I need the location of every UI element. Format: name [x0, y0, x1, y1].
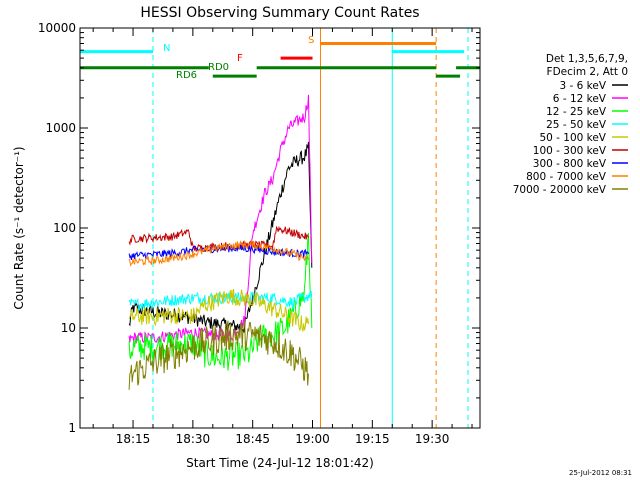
- state-label-rd6: RD6: [176, 70, 197, 81]
- x-tick-label: 18:45: [235, 432, 270, 446]
- series-line-7: [128, 240, 309, 267]
- legend-entry-8: 7000 - 20000 keV: [513, 184, 607, 196]
- state-label-night: N: [163, 43, 170, 54]
- chart-title: HESSI Observing Summary Count Rates: [140, 5, 419, 21]
- series-line-3: [128, 289, 313, 311]
- x-tick-label: 19:30: [415, 432, 450, 446]
- y-tick-label: 1: [68, 421, 76, 435]
- y-tick-label: 10: [61, 321, 76, 335]
- state-label-saa: S: [308, 35, 314, 46]
- legend-header-line: FDecim 2, Att 0: [547, 66, 628, 78]
- legend-header-line: Det 1,3,5,6,7,9,: [546, 53, 628, 65]
- series-line-4: [128, 288, 309, 332]
- y-tick-label: 100: [53, 221, 76, 235]
- axes-layer: 1 10 100 1000 10000 18:15 18:30 18:45 19:00 19:15…: [38, 21, 481, 446]
- series-line-1: [128, 94, 313, 344]
- x-tick-label: 18:30: [176, 432, 211, 446]
- series-layer: [128, 94, 313, 390]
- x-axis-label: Start Time (24-Jul-12 18:01:42): [186, 456, 374, 470]
- legend-entry-4: 50 - 100 keV: [539, 132, 606, 144]
- x-tick-label: 19:00: [295, 432, 330, 446]
- x-tick-label: 18:15: [116, 432, 151, 446]
- y-tick-label: 1000: [45, 121, 76, 135]
- y-axis-label: Count Rate (s⁻¹ detector⁻¹): [12, 146, 26, 309]
- state-bar-layer: N S F RD0 RD6: [80, 35, 480, 81]
- state-label-rd0: RD0: [208, 62, 229, 73]
- legend-entry-5: 100 - 300 keV: [533, 145, 607, 157]
- legend-entry-7: 800 - 7000 keV: [526, 171, 607, 183]
- state-label-flare: F: [237, 53, 243, 64]
- legend-entry-2: 12 - 25 keV: [546, 106, 607, 118]
- legend: Det 1,3,5,6,7,9,FDecim 2, Att 0 3 - 6 keV…: [513, 53, 628, 196]
- x-tick-label: 19:15: [355, 432, 390, 446]
- legend-entry-3: 25 - 50 keV: [546, 119, 607, 131]
- legend-entry-6: 300 - 800 keV: [533, 158, 607, 170]
- legend-entry-1: 6 - 12 keV: [553, 93, 607, 105]
- footer-timestamp: 25-Jul-2012 08:31: [569, 469, 632, 477]
- legend-entry-0: 3 - 6 keV: [559, 80, 606, 92]
- series-line-8: [128, 320, 309, 390]
- y-tick-label: 10000: [38, 21, 76, 35]
